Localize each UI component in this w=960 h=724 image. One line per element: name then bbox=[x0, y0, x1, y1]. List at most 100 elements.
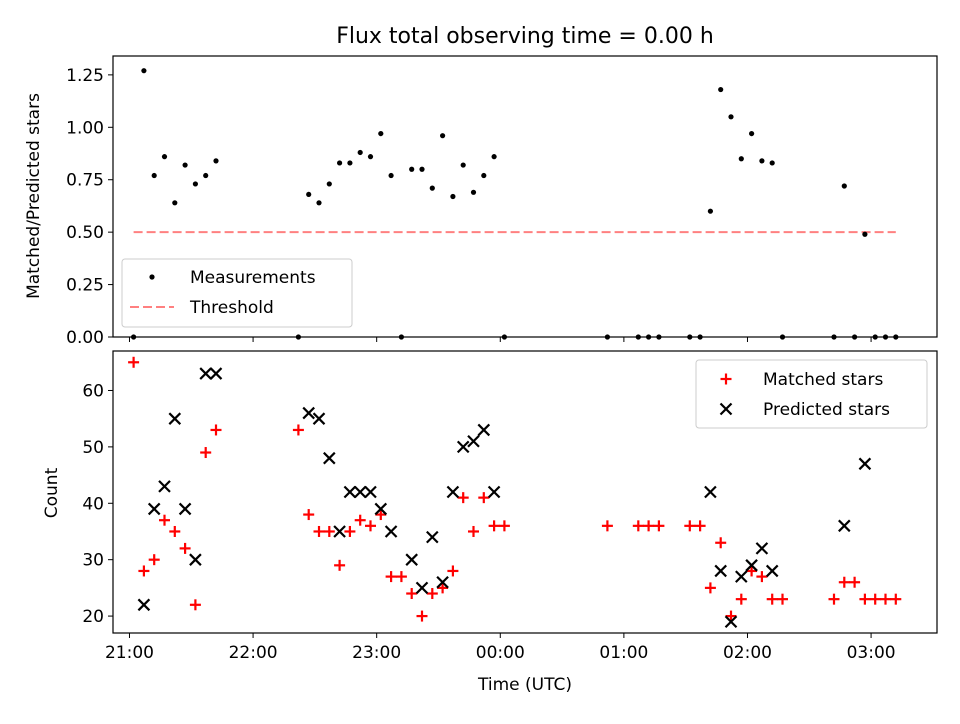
measurement-point bbox=[460, 162, 466, 168]
predicted-star-point bbox=[384, 525, 398, 538]
predicted-star-point bbox=[426, 530, 439, 544]
predicted-star-point bbox=[209, 367, 223, 380]
measurement-point bbox=[306, 191, 312, 198]
predicted-star-point bbox=[745, 559, 758, 572]
matched-star-point bbox=[643, 520, 655, 532]
matched-star-point bbox=[725, 610, 737, 622]
measurement-point bbox=[862, 231, 868, 237]
measurement-point bbox=[707, 208, 714, 214]
matched-star-point bbox=[189, 599, 201, 611]
predicted-star-point bbox=[735, 570, 748, 583]
matched-star-point bbox=[292, 424, 304, 436]
matched-star-point bbox=[498, 520, 510, 532]
measurement-point bbox=[841, 183, 847, 189]
predicted-star-point bbox=[858, 457, 872, 471]
ratio-axes-frame bbox=[112, 55, 938, 338]
matched-star-point bbox=[375, 509, 387, 521]
x-tick-label: 22:00 bbox=[229, 643, 278, 663]
x-tick-label: 21:00 bbox=[105, 643, 154, 663]
matched-star-point bbox=[632, 520, 644, 532]
ratio-panel: 0.00 0.25 0.50 0.75 1.00 1.25 Matched/Predict… bbox=[24, 55, 938, 348]
matched-star-point bbox=[303, 509, 315, 521]
x-tick-label: 23:00 bbox=[352, 643, 401, 663]
matched-star-point bbox=[138, 565, 150, 577]
matched-star-point bbox=[395, 571, 407, 583]
matched-star-point bbox=[426, 588, 438, 600]
chart-title: Flux total observing time = 0.00 h bbox=[336, 24, 714, 49]
matched-star-point bbox=[323, 525, 335, 537]
matched-star-point bbox=[437, 582, 449, 594]
predicted-star-point bbox=[199, 367, 212, 380]
measurement-point bbox=[759, 158, 765, 164]
measurement-point bbox=[141, 68, 147, 74]
matched-star-point bbox=[828, 593, 840, 605]
counts-y-tick-label: 30 bbox=[82, 551, 104, 571]
matched-star-point bbox=[148, 554, 160, 566]
matched-star-point bbox=[869, 593, 881, 605]
matched-star-point bbox=[684, 520, 696, 532]
predicted-star-point bbox=[353, 485, 367, 499]
predicted-star-point bbox=[838, 519, 851, 533]
matched-star-point bbox=[159, 514, 170, 526]
counts-legend-frame bbox=[695, 359, 928, 429]
measurement-point bbox=[213, 158, 219, 164]
counts-y-tick-label: 60 bbox=[82, 381, 104, 401]
matched-star-point bbox=[313, 525, 325, 537]
measurement-point bbox=[203, 172, 209, 179]
legend-matched-marker bbox=[720, 373, 732, 385]
counts-x-ticks: 21:00 22:00 23:00 00:00 01:00 02:00 03:00 bbox=[105, 633, 896, 663]
predicted-star-point bbox=[364, 485, 377, 499]
counts-axes-frame bbox=[112, 350, 938, 634]
predicted-star-point bbox=[714, 564, 727, 578]
x-tick-label: 03:00 bbox=[847, 643, 896, 663]
legend-predicted-marker bbox=[719, 402, 733, 416]
measurement-point bbox=[409, 166, 415, 172]
ratio-y-tick-label: 0.75 bbox=[66, 171, 104, 191]
ratio-y-tick-label: 1.00 bbox=[66, 118, 104, 138]
measurement-point bbox=[337, 160, 343, 166]
matched-star-point bbox=[746, 565, 758, 577]
matched-star-point bbox=[849, 576, 861, 588]
legend-x-glyph bbox=[719, 402, 733, 416]
matched-star-point bbox=[838, 576, 850, 588]
measurement-point bbox=[326, 181, 332, 187]
matched-star-point bbox=[756, 571, 768, 583]
matched-star-point bbox=[890, 593, 902, 605]
predicted-star-point bbox=[755, 542, 769, 555]
measurement-point bbox=[347, 160, 353, 166]
predicted-star-point bbox=[189, 553, 202, 566]
measurement-point bbox=[419, 166, 425, 172]
ratio-y-tick-label: 0.25 bbox=[66, 276, 104, 296]
measurement-point bbox=[749, 130, 755, 137]
matched-star-point bbox=[653, 520, 665, 532]
counts-y-tick-label: 20 bbox=[82, 607, 104, 627]
predicted-star-point bbox=[312, 412, 326, 425]
matched-star-point bbox=[128, 356, 140, 368]
matched-star-point bbox=[210, 424, 222, 436]
matched-star-point bbox=[715, 537, 727, 549]
predicted-star-point bbox=[467, 434, 480, 448]
matched-star-point bbox=[169, 525, 181, 537]
predicted-star-point bbox=[137, 598, 151, 612]
matched-star-point bbox=[344, 525, 356, 537]
legend-measurements-label: Measurements bbox=[190, 268, 316, 288]
measurement-point bbox=[450, 193, 456, 200]
measurement-point bbox=[182, 162, 188, 168]
ratio-y-ticks: 0.00 0.25 0.50 0.75 1.00 1.25 bbox=[66, 66, 113, 348]
ratio-y-tick-label: 0.50 bbox=[66, 223, 104, 243]
matched-star-point bbox=[880, 593, 891, 605]
predicted-star-point bbox=[333, 525, 346, 538]
matched-star-point bbox=[601, 520, 613, 532]
matched-star-point bbox=[416, 610, 428, 622]
matched-star-point bbox=[179, 542, 191, 554]
predicted-star-point bbox=[158, 480, 171, 493]
measurement-point bbox=[440, 133, 446, 139]
measurement-point bbox=[172, 200, 178, 206]
predicted-star-point bbox=[147, 502, 161, 516]
predicted-star-point bbox=[436, 575, 449, 589]
counts-panel: 20 30 40 50 60 21:00 22:00 23:00 00:00 01:00 02:0… bbox=[42, 350, 938, 695]
matched-star-point bbox=[334, 559, 346, 571]
predicted-star-point bbox=[168, 412, 182, 425]
counts-y-axis-label: Count bbox=[42, 467, 62, 518]
